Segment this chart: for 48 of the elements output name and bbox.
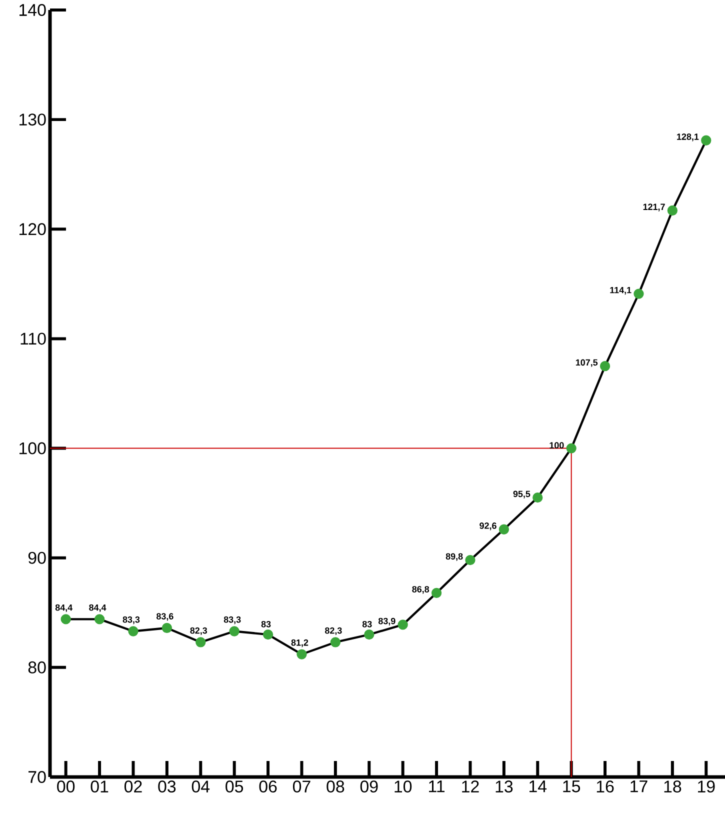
data-label: 84,4 (89, 604, 106, 612)
x-tick-label: 02 (124, 780, 142, 793)
x-tick-label: 18 (664, 780, 682, 793)
x-tick-label: 01 (90, 780, 108, 793)
data-label: 83 (362, 620, 372, 628)
x-tick-label: 11 (429, 780, 445, 792)
data-label: 128,1 (677, 134, 699, 142)
y-tick-label: 70 (28, 771, 46, 783)
y-tick-label: 130 (20, 114, 46, 126)
y-tick-label: 90 (28, 552, 46, 564)
x-tick-label: 00 (57, 780, 75, 793)
x-tick-label: 14 (530, 780, 547, 792)
x-tick-label: 13 (496, 780, 513, 793)
x-tick-label: 05 (226, 780, 244, 793)
data-label: 92,6 (480, 522, 496, 530)
x-tick-label: 03 (158, 780, 176, 793)
data-label: 81,2 (291, 639, 308, 648)
x-tick-label: 08 (326, 780, 344, 793)
x-tick-label: 19 (698, 780, 715, 793)
data-label: 107,5 (576, 359, 598, 367)
x-tick-label: 15 (563, 780, 580, 792)
data-label: 82,3 (324, 627, 342, 636)
data-label: 89,8 (446, 553, 463, 561)
data-label: 83,3 (224, 616, 241, 624)
y-tick-label: 140 (20, 4, 46, 16)
data-label: 114,1 (610, 287, 632, 295)
data-label: 95,5 (513, 490, 530, 498)
x-tick-label: 17 (630, 780, 648, 792)
y-tick-label: 80 (28, 661, 46, 674)
y-tick-label: 120 (20, 223, 46, 236)
data-label: 83,9 (378, 618, 396, 626)
data-label: 83,3 (122, 616, 140, 624)
x-tick-label: 06 (259, 780, 277, 793)
data-label: 84,4 (55, 604, 73, 612)
x-tick-label: 09 (360, 780, 378, 793)
x-tick-label: 10 (394, 780, 412, 793)
data-label: 121,7 (643, 204, 665, 212)
data-label: 83,6 (156, 613, 174, 621)
x-tick-label: 04 (192, 780, 210, 793)
data-label: 86,8 (412, 586, 430, 594)
y-tick-label: 100 (20, 442, 46, 454)
x-tick-label: 16 (596, 780, 614, 793)
x-tick-label: 12 (462, 780, 479, 792)
data-label: 83 (261, 620, 271, 628)
data-label: 100 (550, 442, 564, 448)
y-tick-label: 110 (20, 332, 46, 345)
x-tick-label: 07 (292, 780, 310, 793)
data-label: 82,3 (190, 627, 208, 636)
